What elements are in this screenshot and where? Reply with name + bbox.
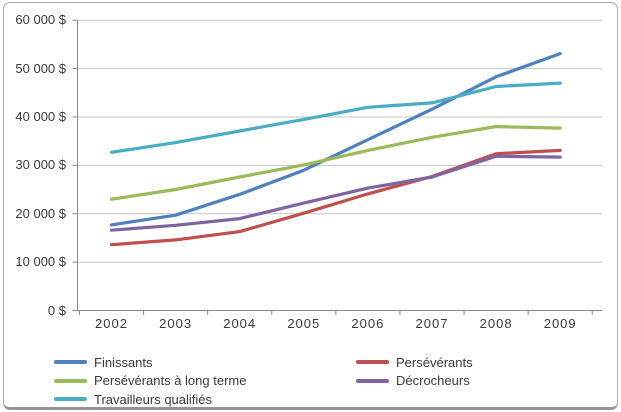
legend-label: Travailleurs qualifiés [94,391,213,407]
y-axis-label: 40 000 $ [15,108,66,124]
x-axis-label: 2009 [543,316,577,331]
legend-line-swatch [54,360,87,364]
series-line-0 [109,51,562,227]
x-axis-label: 2002 [95,316,128,331]
y-axis-label: 60 000 $ [15,12,66,28]
legend-line-swatch [54,378,87,383]
y-axis-label: 30 000 $ [15,157,66,173]
series-line-4 [109,81,562,154]
legend-label: Décrocheurs [396,373,470,388]
y-axis-label: 20 000 $ [15,205,66,221]
x-axis-label: 2005 [287,316,321,331]
legend-label: Persévérants à long terme [94,373,247,388]
legend-label: Persévérants [396,354,473,370]
x-axis-label: 2007 [415,316,449,331]
x-axis-label: 2003 [159,316,193,331]
x-axis-label: 2004 [223,316,257,331]
legend-line-swatch [356,360,389,364]
legend-item: Persévérants à long terme [54,373,246,389]
legend-item: Persévérants [356,354,473,370]
line-chart [72,19,602,315]
legend-label: Finissants [94,354,153,370]
legend-item: Décrocheurs [356,373,470,389]
series-line-1 [109,148,562,247]
x-axis-label: 2006 [351,316,385,331]
series-line-3 [109,154,562,232]
y-axis-label: 0 $ [47,302,66,318]
x-axis-label: 2008 [479,316,513,331]
legend-line-swatch [54,397,87,401]
chart-frame: 0 $ 10 000 $ 20 000 $ 30 000 $ 40 000 $ 50 00… [3,2,618,410]
y-axis-label: 10 000 $ [15,254,66,270]
legend-line-swatch [356,378,389,383]
y-axis-label: 50 000 $ [15,60,66,76]
series-line-2 [109,124,562,201]
legend-item: Travailleurs qualifiés [54,391,212,407]
legend-item: Finissants [54,354,153,370]
